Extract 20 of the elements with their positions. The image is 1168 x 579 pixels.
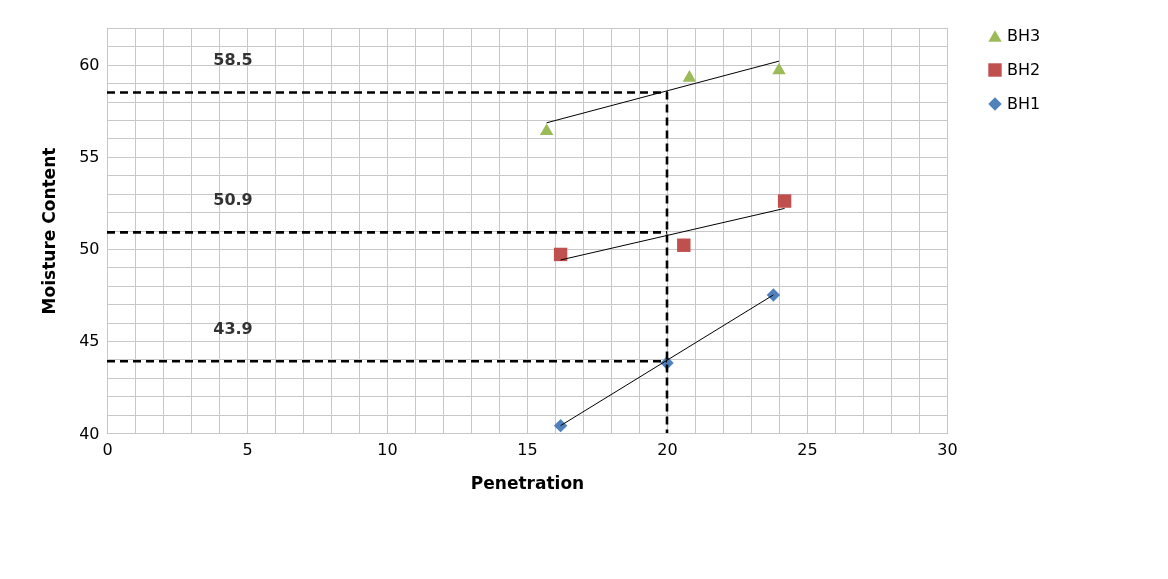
y-tick-label: 45 — [79, 331, 100, 351]
x-tick-label: 15 — [517, 439, 538, 459]
y-tick-label: 60 — [79, 55, 100, 75]
x-tick-label: 20 — [657, 439, 678, 459]
x-tick-label: 0 — [102, 439, 113, 459]
x-axis-title: Penetration — [470, 472, 585, 493]
legend-label: BH2 — [1007, 60, 1041, 79]
y-axis-title: Moisture Content — [39, 147, 60, 315]
y-tick-label: 55 — [79, 147, 100, 167]
x-tick-label: 25 — [797, 439, 818, 459]
x-tick-label: 5 — [242, 439, 253, 459]
legend-label: BH1 — [1007, 94, 1041, 113]
y-tick-label: 40 — [79, 423, 100, 443]
annotation: 50.9 — [213, 190, 253, 210]
x-tick-label: 10 — [377, 439, 398, 459]
x-tick-label: 30 — [937, 439, 958, 459]
annotation: 43.9 — [213, 319, 253, 339]
annotation: 58.5 — [213, 50, 253, 70]
y-tick-label: 50 — [79, 239, 100, 259]
legend-label: BH3 — [1007, 26, 1041, 45]
